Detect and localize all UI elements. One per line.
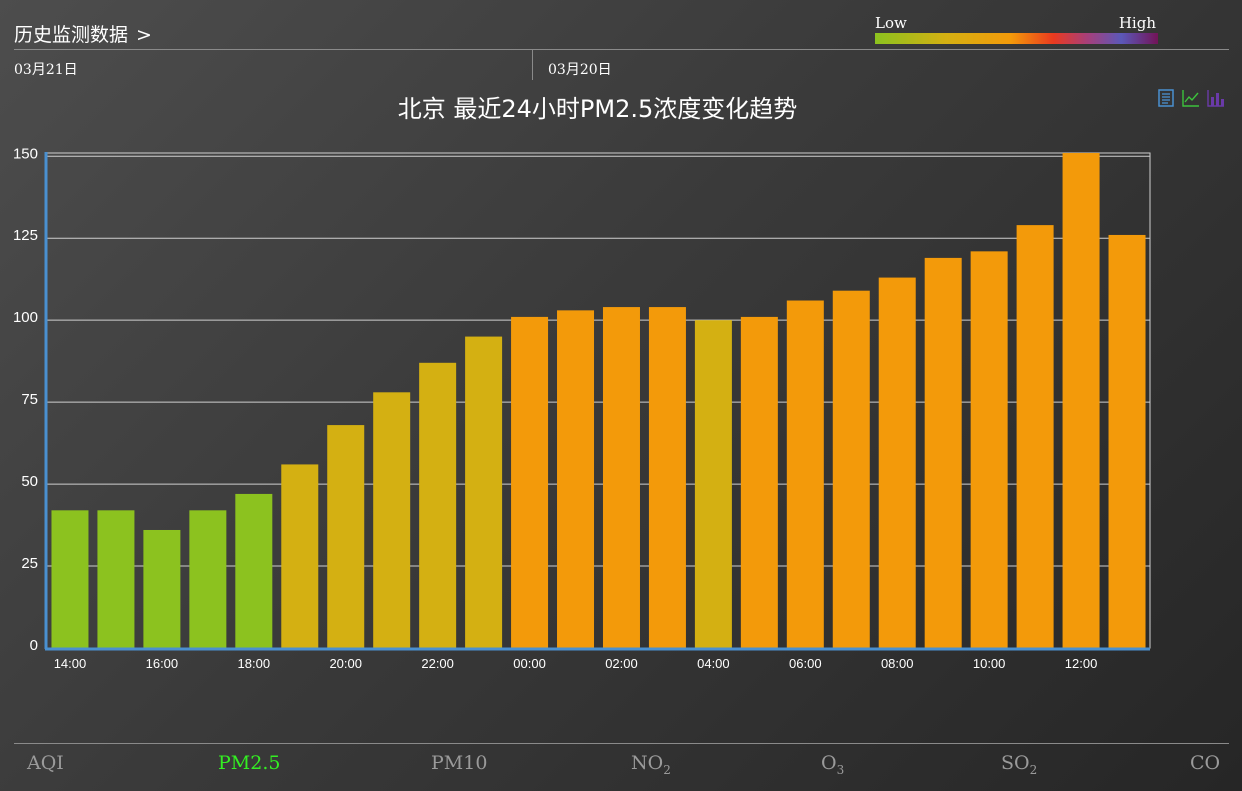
tab-no2[interactable]: NO2 (631, 752, 671, 777)
bar-23:00 (465, 336, 503, 648)
tab-pm25[interactable]: PM2.5 (218, 752, 280, 774)
bar-08:00 (878, 277, 916, 648)
bar-02:00 (602, 307, 640, 648)
tab-pm10[interactable]: PM10 (431, 752, 487, 774)
bar-00:00 (511, 316, 549, 648)
bar-17:00 (189, 510, 227, 648)
bar-14:00 (51, 510, 89, 648)
bar-12:00 (1062, 153, 1100, 648)
tab-no2-subscript: 2 (663, 762, 671, 777)
legend-high-label: High (1118, 14, 1156, 32)
date-divider (532, 50, 533, 80)
bar-13:00 (1108, 234, 1146, 648)
legend-low-label: Low (875, 14, 907, 32)
y-tick-label: 125 (13, 227, 38, 244)
y-tick-label: 0 (30, 637, 38, 654)
tab-co[interactable]: CO (1190, 752, 1220, 774)
x-tick-label: 22:00 (421, 656, 454, 671)
x-tick-label: 00:00 (513, 656, 546, 671)
x-tick-label: 20:00 (329, 656, 362, 671)
bar-03:00 (648, 307, 686, 648)
tab-pm25-label: PM2.5 (218, 752, 281, 774)
x-tick-label: 04:00 (697, 656, 730, 671)
tab-o3-subscript: 3 (836, 762, 845, 777)
y-tick-label: 150 (13, 145, 38, 162)
bar-09:00 (924, 257, 962, 648)
aqi-color-legend: Low High (875, 14, 1158, 46)
history-data-link[interactable]: 历史监测数据 > (14, 20, 152, 47)
bar-04:00 (694, 320, 732, 648)
header-divider (14, 49, 1229, 50)
tab-so2-subscript: 2 (1029, 762, 1038, 777)
tab-o3[interactable]: O3 (821, 752, 844, 777)
bar-05:00 (740, 316, 778, 648)
data-view-icon[interactable] (1156, 88, 1176, 108)
bar-18:00 (235, 493, 273, 648)
tab-so2[interactable]: SO2 (1001, 752, 1037, 777)
x-tick-label: 06:00 (789, 656, 822, 671)
x-tick-label: 02:00 (605, 656, 638, 671)
bar-11:00 (1016, 225, 1054, 648)
bar-01:00 (557, 310, 595, 648)
bar-07:00 (832, 290, 870, 648)
y-tick-label: 50 (21, 473, 38, 490)
chevron-right-icon: > (136, 24, 152, 46)
tab-aqi[interactable]: AQI (27, 752, 64, 774)
bar-20:00 (327, 425, 365, 648)
tab-o3-label: O (821, 752, 837, 774)
x-tick-label: 18:00 (238, 656, 271, 671)
bar-chart-icon[interactable] (1206, 88, 1226, 108)
x-tick-label: 08:00 (881, 656, 914, 671)
x-tick-label: 14:00 (54, 656, 87, 671)
x-tick-label: 16:00 (146, 656, 179, 671)
x-tick-label: 10:00 (973, 656, 1006, 671)
date-tab-0321[interactable]: 03月21日 (14, 62, 78, 78)
y-tick-label: 75 (21, 391, 38, 408)
y-tick-label: 100 (13, 309, 38, 326)
history-data-title: 历史监测数据 (14, 24, 129, 46)
bar-22:00 (419, 362, 457, 648)
tab-so2-label: SO (1001, 752, 1030, 774)
bar-06:00 (786, 300, 824, 648)
bar-15:00 (97, 510, 135, 648)
tabs-divider (14, 743, 1229, 744)
tab-co-label: CO (1190, 752, 1221, 774)
x-tick-label: 12:00 (1065, 656, 1098, 671)
date-tab-0320[interactable]: 03月20日 (548, 62, 612, 78)
tab-no2-label: NO (631, 752, 664, 774)
y-tick-label: 25 (21, 555, 38, 572)
chart-title: 北京 最近24小时PM2.5浓度变化趋势 (397, 95, 798, 123)
tab-aqi-label: AQI (27, 752, 64, 774)
bar-21:00 (373, 392, 411, 648)
tab-pm10-label: PM10 (431, 752, 488, 774)
legend-gradient-bar (875, 33, 1158, 44)
bar-10:00 (970, 251, 1008, 648)
bar-19:00 (281, 464, 319, 648)
line-chart-icon[interactable] (1181, 88, 1201, 108)
bar-16:00 (143, 529, 181, 648)
pm25-bar-chart: 0 25 50 75 100 125 150 14:00 16:00 18:00 20:00 22:0… (13, 145, 1151, 671)
chart-toolbar (1156, 88, 1226, 110)
